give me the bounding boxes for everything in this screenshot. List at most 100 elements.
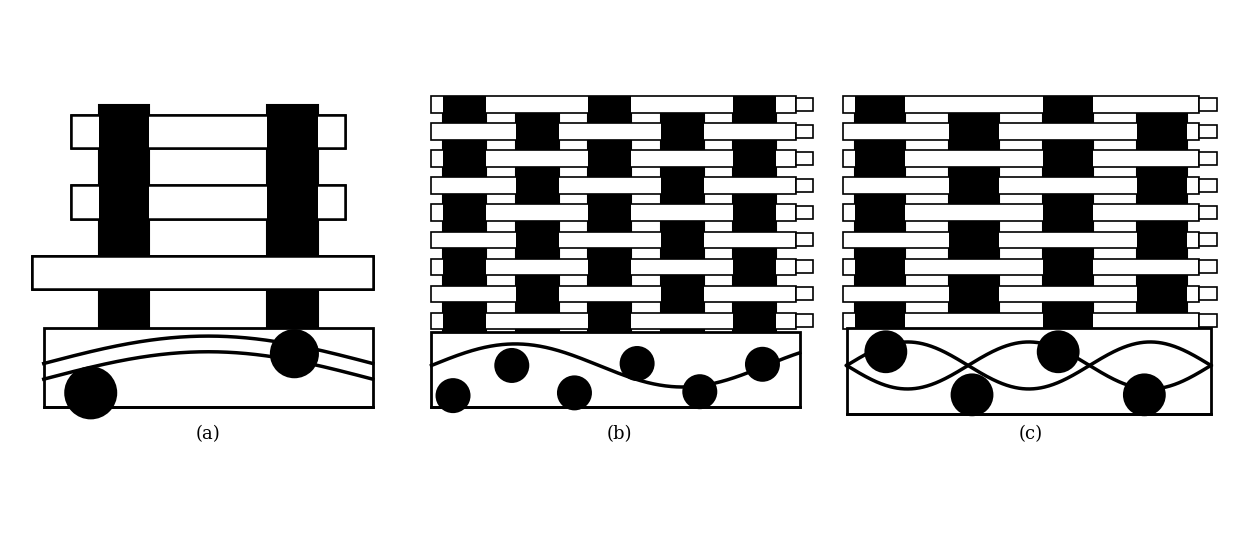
Bar bbox=[515, 123, 559, 140]
Bar bbox=[266, 105, 318, 328]
Bar bbox=[795, 179, 813, 192]
Bar bbox=[32, 256, 373, 289]
Bar bbox=[444, 151, 487, 167]
Bar bbox=[795, 260, 813, 273]
Bar bbox=[1199, 152, 1217, 166]
Bar bbox=[1199, 314, 1217, 327]
Bar bbox=[431, 96, 795, 113]
Bar bbox=[99, 185, 150, 218]
Bar bbox=[99, 115, 150, 148]
Bar bbox=[1136, 285, 1187, 302]
Bar bbox=[795, 233, 813, 246]
Bar bbox=[1042, 96, 1094, 113]
Bar bbox=[949, 232, 1000, 248]
Bar bbox=[795, 98, 813, 111]
Circle shape bbox=[952, 375, 992, 415]
Bar bbox=[444, 205, 487, 221]
Bar bbox=[1136, 123, 1187, 140]
Bar bbox=[71, 115, 346, 148]
Bar bbox=[949, 285, 1000, 302]
Bar bbox=[444, 258, 487, 275]
Bar bbox=[846, 328, 1211, 414]
Bar bbox=[431, 123, 795, 140]
Bar bbox=[589, 258, 631, 275]
Text: (a): (a) bbox=[196, 425, 221, 443]
Bar bbox=[855, 205, 906, 221]
Bar bbox=[589, 105, 631, 332]
Bar bbox=[99, 105, 150, 256]
Bar bbox=[843, 285, 1199, 302]
Bar bbox=[1199, 287, 1217, 300]
Bar bbox=[1199, 125, 1217, 138]
Text: (c): (c) bbox=[1018, 425, 1043, 443]
Bar bbox=[589, 205, 631, 221]
Bar bbox=[444, 105, 487, 332]
Bar bbox=[266, 115, 318, 148]
Bar bbox=[949, 105, 1000, 328]
Bar bbox=[515, 285, 559, 302]
Circle shape bbox=[1124, 375, 1165, 415]
Bar bbox=[43, 328, 373, 406]
Bar bbox=[660, 105, 704, 332]
Bar bbox=[843, 123, 1199, 140]
Bar bbox=[99, 185, 150, 218]
Bar bbox=[733, 312, 776, 329]
Circle shape bbox=[436, 379, 470, 412]
Bar bbox=[855, 105, 906, 328]
Bar bbox=[843, 151, 1199, 167]
Bar bbox=[266, 115, 318, 148]
Bar bbox=[515, 178, 559, 194]
Bar bbox=[949, 178, 1000, 194]
Bar bbox=[431, 178, 795, 194]
Bar bbox=[795, 314, 813, 327]
Bar bbox=[515, 232, 559, 248]
Bar bbox=[855, 96, 906, 113]
Circle shape bbox=[621, 347, 654, 380]
Bar bbox=[660, 178, 704, 194]
Bar bbox=[71, 185, 346, 218]
Bar bbox=[843, 232, 1199, 248]
Bar bbox=[1199, 179, 1217, 192]
Bar bbox=[843, 178, 1199, 194]
Bar bbox=[855, 312, 906, 329]
Bar bbox=[1042, 105, 1094, 328]
Bar bbox=[99, 289, 150, 328]
Bar bbox=[1199, 206, 1217, 219]
Circle shape bbox=[866, 332, 906, 372]
Circle shape bbox=[558, 376, 591, 409]
Bar bbox=[1042, 151, 1094, 167]
Bar bbox=[71, 115, 346, 148]
Bar bbox=[1199, 233, 1217, 246]
Bar bbox=[733, 105, 776, 332]
Bar bbox=[431, 258, 795, 275]
Bar bbox=[431, 151, 795, 167]
Bar bbox=[795, 206, 813, 219]
Bar bbox=[855, 258, 906, 275]
Bar bbox=[855, 151, 906, 167]
Bar bbox=[660, 285, 704, 302]
Bar bbox=[1042, 258, 1094, 275]
Bar bbox=[1042, 205, 1094, 221]
Circle shape bbox=[1038, 332, 1079, 372]
Circle shape bbox=[271, 330, 318, 377]
Bar bbox=[589, 312, 631, 329]
Bar bbox=[843, 205, 1199, 221]
Bar bbox=[795, 287, 813, 300]
Bar bbox=[32, 256, 373, 289]
Bar bbox=[1042, 312, 1094, 329]
Bar bbox=[949, 123, 1000, 140]
Circle shape bbox=[746, 348, 779, 381]
Bar bbox=[589, 96, 631, 113]
Bar bbox=[444, 96, 487, 113]
Bar bbox=[1136, 178, 1187, 194]
Bar bbox=[795, 125, 813, 138]
Bar bbox=[660, 232, 704, 248]
Bar bbox=[733, 151, 776, 167]
Bar bbox=[444, 312, 487, 329]
Bar bbox=[733, 96, 776, 113]
Bar bbox=[266, 185, 318, 218]
Bar bbox=[733, 258, 776, 275]
Bar bbox=[431, 285, 795, 302]
Bar bbox=[266, 289, 318, 328]
Bar bbox=[843, 258, 1199, 275]
